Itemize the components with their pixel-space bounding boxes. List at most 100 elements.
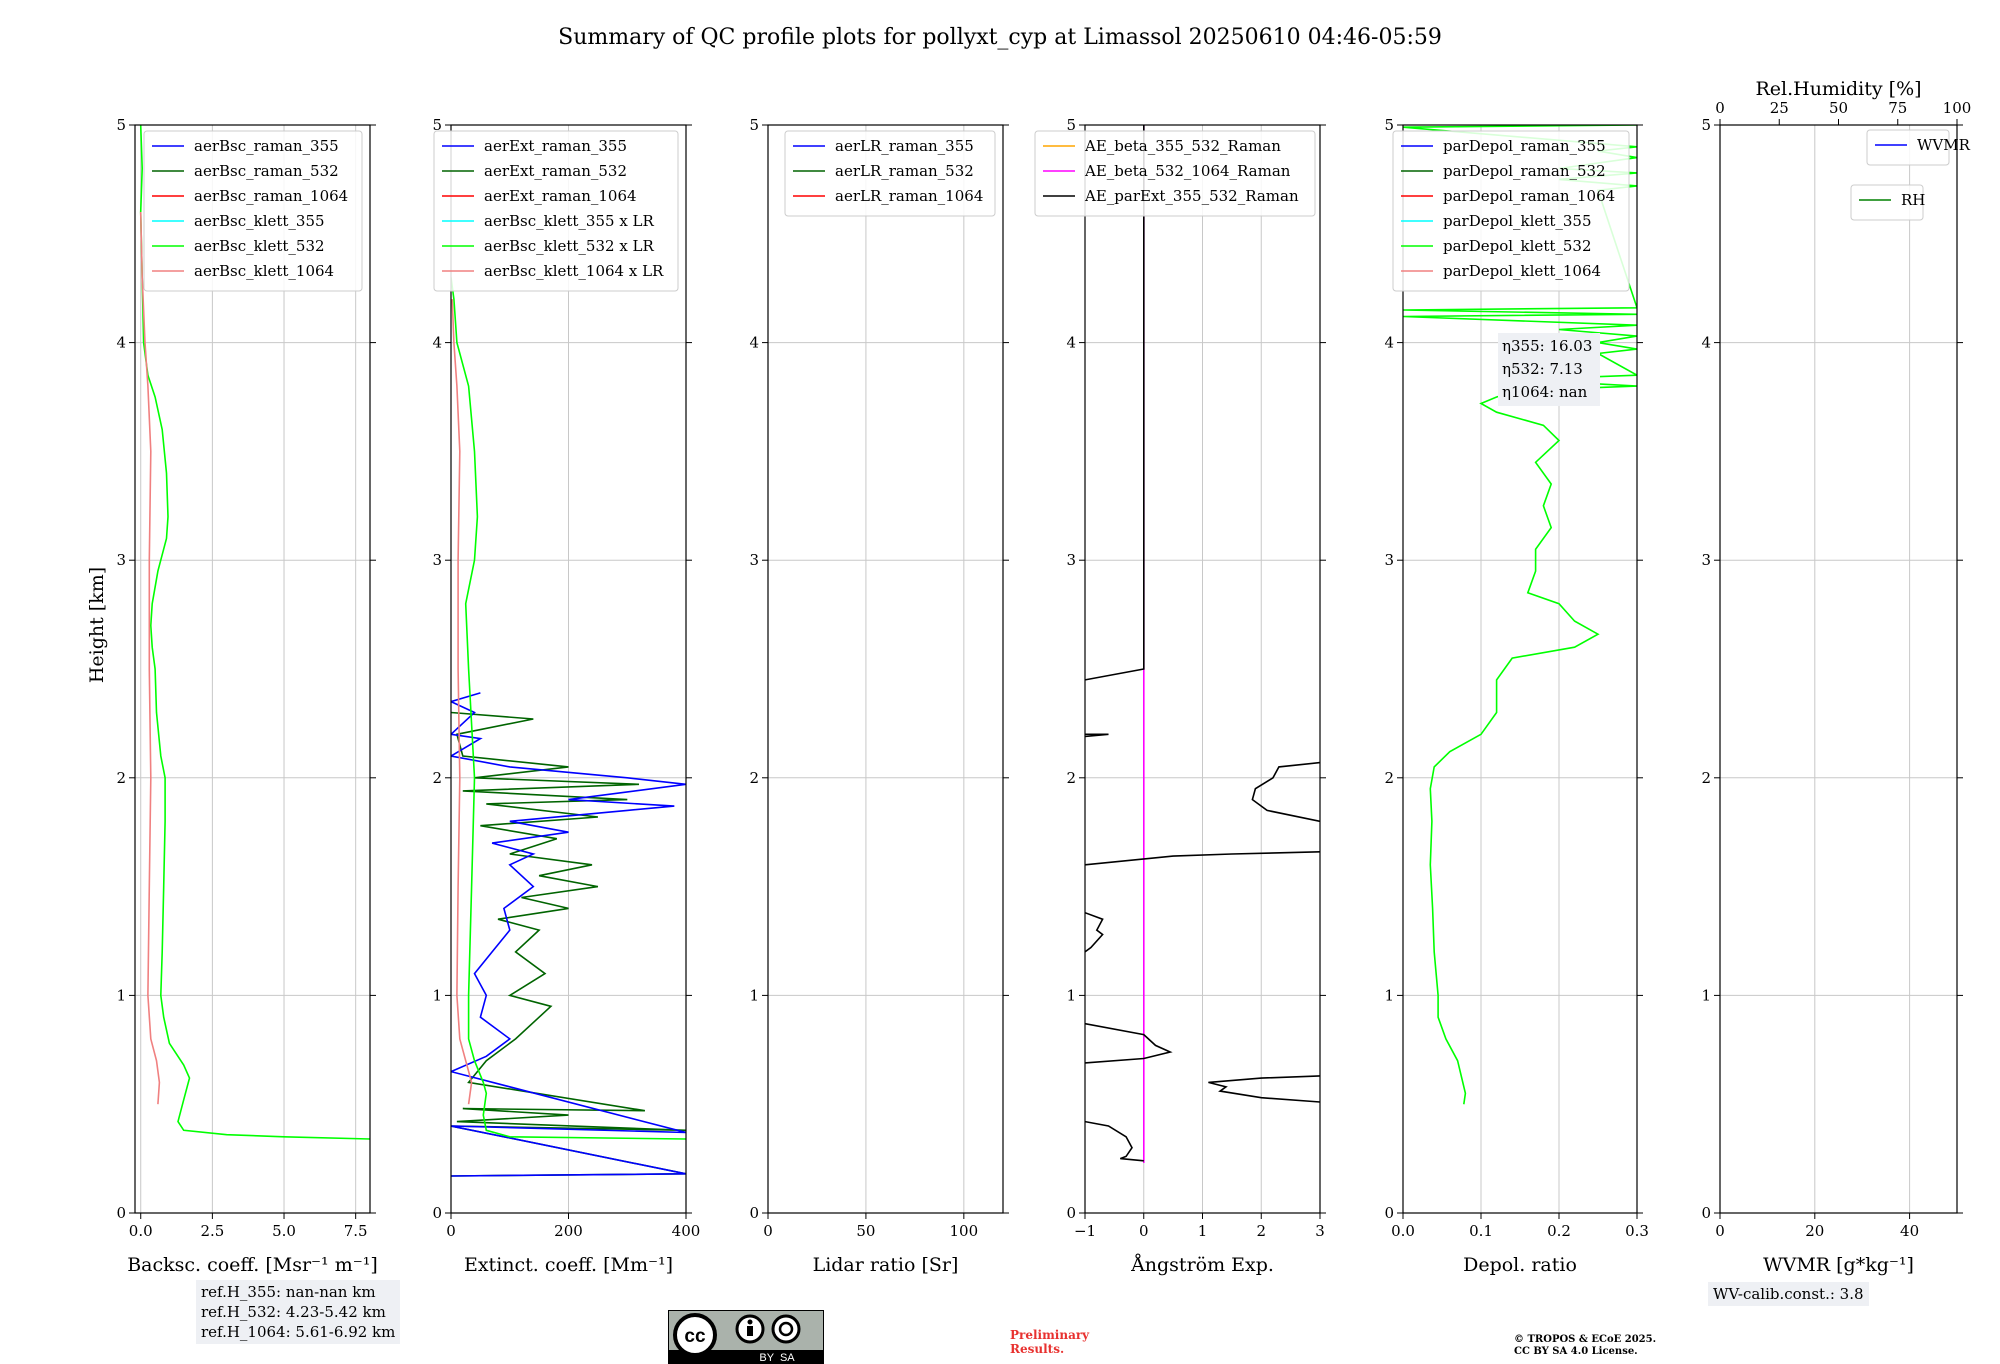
y-tick-label: 2 xyxy=(432,769,442,787)
x-axis-label: Lidar ratio [Sr] xyxy=(813,1254,959,1276)
y-tick-label: 5 xyxy=(749,116,759,134)
y-tick-label: 0 xyxy=(432,1204,442,1222)
legend-entry: WVMR xyxy=(1917,136,1971,154)
y-tick-label: 2 xyxy=(1701,769,1711,787)
y-tick-label: 5 xyxy=(116,116,126,134)
series-aerbsc-klett-532-x-lr xyxy=(451,277,686,1140)
legend-entry: aerBsc_klett_1064 xyxy=(194,262,334,280)
panels: 0.0 2.5 5.0 7.5 0 1 2 3 4 5 Backsc. coeff. [Msr⁻¹ … xyxy=(116,78,1971,1276)
legend-frame xyxy=(143,130,363,292)
legend-frame xyxy=(433,130,679,292)
y-tick-label: 4 xyxy=(432,334,442,352)
y-tick-label: 3 xyxy=(116,551,126,569)
legend-entry: aerExt_raman_532 xyxy=(484,162,627,180)
top-tick-label: 0 xyxy=(1715,99,1725,117)
legend-entry: aerBsc_raman_532 xyxy=(194,162,339,180)
x-axis-label: Backsc. coeff. [Msr⁻¹ m⁻¹] xyxy=(127,1254,378,1276)
y-tick-label: 5 xyxy=(432,116,442,134)
x-tick-label: 20 xyxy=(1805,1222,1824,1240)
legend: parDepol_raman_355 parDepol_raman_532 parD… xyxy=(1392,130,1630,292)
x-tick-label: 0.1 xyxy=(1469,1222,1493,1240)
series-ae-parext-355-532-raman xyxy=(1085,125,1145,681)
x-tick-label: 0.3 xyxy=(1625,1222,1649,1240)
panel-extinction: 0 200 400 0 1 2 3 4 5 Extinct. coeff. [Mm⁻¹] aerEx… xyxy=(432,116,700,1276)
axes-frame xyxy=(1402,124,1638,1214)
y-tick-label: 1 xyxy=(1701,986,1711,1004)
legend-entry: aerLR_raman_355 xyxy=(835,137,974,155)
legend-entry: AE_beta_355_532_Raman xyxy=(1084,137,1281,155)
svg-text:cc: cc xyxy=(684,1326,706,1347)
y-tick-label: 1 xyxy=(1384,986,1394,1004)
axes-frame xyxy=(1719,124,1958,1214)
y-tick-label: 2 xyxy=(1066,769,1076,787)
series-aerbsc-klett-1064-x-lr xyxy=(451,299,473,1105)
top-tick-label: 75 xyxy=(1888,99,1907,117)
series-ae-parext-355-532-raman-f xyxy=(1085,1022,1173,1064)
legend: aerBsc_raman_355 aerBsc_raman_532 aerBsc_r… xyxy=(143,130,363,292)
x-tick-label: 0 xyxy=(763,1222,773,1240)
x-tick-label: 0.0 xyxy=(1391,1222,1415,1240)
series-ae-parext-355-532-raman-b xyxy=(1085,733,1109,738)
eta-532: η532: 7.13 xyxy=(1502,360,1583,378)
series-aerbsc-klett-1064 xyxy=(139,211,161,1105)
eta-355: η355: 16.03 xyxy=(1502,337,1593,355)
copyright-note: © TROPOS & ECoE 2025. CC BY SA 4.0 Licen… xyxy=(1514,1334,1656,1358)
legend: aerExt_raman_355 aerExt_raman_532 aerExt_r… xyxy=(433,130,679,292)
x-tick-label: 0 xyxy=(446,1222,456,1240)
x-tick-label: 0 xyxy=(1715,1222,1725,1240)
ref-height-532: ref.H_532: 4.23-5.42 km xyxy=(201,1303,386,1321)
y-tick-label: 5 xyxy=(1384,116,1394,134)
series-aerext-raman-532 xyxy=(451,711,686,1177)
top-tick-label: 100 xyxy=(1943,99,1972,117)
x-tick-label: −1 xyxy=(1074,1222,1096,1240)
x-tick-label: 0.2 xyxy=(1547,1222,1571,1240)
x-tick-label: 2.5 xyxy=(200,1222,224,1240)
preliminary-note: Preliminary Results. xyxy=(1010,1328,1089,1356)
top-axis-label: Rel.Humidity [%] xyxy=(1755,78,1921,100)
legend: AE_beta_355_532_Raman AE_beta_532_1064_Ra… xyxy=(1034,130,1316,217)
x-tick-label: 2 xyxy=(1256,1222,1266,1240)
legend-entry: AE_parExt_355_532_Raman xyxy=(1084,187,1299,205)
y-tick-label: 0 xyxy=(1384,1204,1394,1222)
y-tick-label: 1 xyxy=(749,986,759,1004)
panel-lidar-ratio: 0 50 100 0 1 2 3 4 5 Lidar ratio [Sr] aerLR_raman_… xyxy=(749,116,1009,1276)
axes-frame xyxy=(134,124,371,1214)
legend-entry: aerLR_raman_1064 xyxy=(835,187,983,205)
preliminary-line-1: Preliminary xyxy=(1010,1328,1090,1342)
x-tick-label: 0.0 xyxy=(129,1222,153,1240)
top-tick-label: 50 xyxy=(1829,99,1848,117)
license-badge-text: BY SA xyxy=(759,1352,795,1364)
top-tick-label: 25 xyxy=(1770,99,1789,117)
legend-frame xyxy=(1850,184,1924,221)
legend-entry: aerBsc_klett_355 xyxy=(194,212,325,230)
eta-box: η355: 16.03 η532: 7.13 η1064: nan xyxy=(1498,333,1600,406)
y-axis-label: Height [km] xyxy=(86,567,108,683)
preliminary-line-2: Results. xyxy=(1010,1342,1065,1356)
panel-water-vapor: 0 20 40 0 1 2 3 4 5 WVMR [g*kg⁻¹] 0 25 50 75 100 Rel.Hu… xyxy=(1701,78,1971,1276)
series-aerbsc-klett-532 xyxy=(139,125,370,1140)
legend-entry: parDepol_raman_355 xyxy=(1443,137,1606,155)
legend-frame xyxy=(1034,130,1316,217)
series-ae-parext-355-532-raman-g xyxy=(1208,1075,1320,1103)
x-tick-label: 5.0 xyxy=(272,1222,296,1240)
wv-calib-box: WV-calib.const.: 3.8 xyxy=(1708,1282,1869,1306)
y-tick-label: 4 xyxy=(1701,334,1711,352)
y-tick-label: 1 xyxy=(432,986,442,1004)
copyright-line-1: © TROPOS & ECoE 2025. xyxy=(1514,1334,1657,1345)
y-tick-label: 3 xyxy=(1701,551,1711,569)
y-tick-label: 2 xyxy=(749,769,759,787)
legend-entry: aerBsc_klett_532 xyxy=(194,237,325,255)
x-tick-label: 1 xyxy=(1198,1222,1208,1240)
x-tick-label: 40 xyxy=(1900,1222,1919,1240)
series-ae-parext-355-532-raman-c xyxy=(1251,761,1320,823)
legend-entry: aerBsc_raman_355 xyxy=(194,137,339,155)
legend-entry: aerBsc_raman_1064 xyxy=(194,187,348,205)
y-tick-label: 0 xyxy=(1066,1204,1076,1222)
series-aerext-raman-355 xyxy=(451,692,686,1177)
y-tick-label: 4 xyxy=(1384,334,1394,352)
series-ae-parext-355-532-raman-e xyxy=(1085,911,1104,953)
series-ae-parext-355-532-raman-d xyxy=(1085,851,1320,866)
legend-entry: parDepol_klett_1064 xyxy=(1443,262,1601,280)
y-tick-label: 0 xyxy=(1701,1204,1711,1222)
